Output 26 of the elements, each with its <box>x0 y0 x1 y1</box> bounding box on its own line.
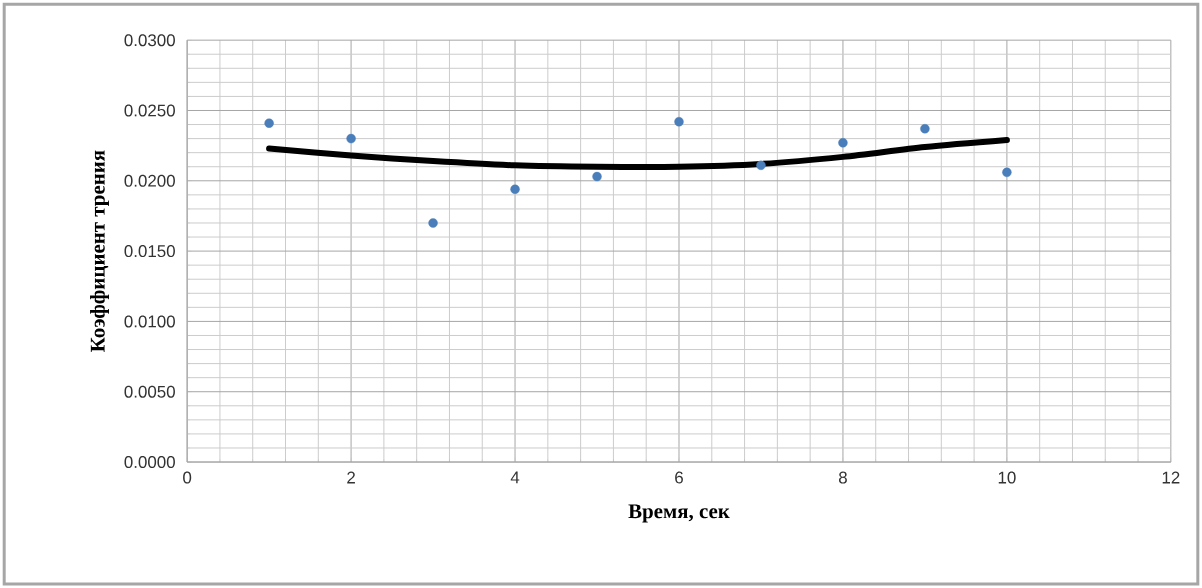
point <box>264 118 274 128</box>
point <box>346 133 356 144</box>
y-tick-label: 0.0050 <box>124 385 175 398</box>
y-tick-label: 0.0100 <box>124 315 175 328</box>
point <box>592 171 602 182</box>
point <box>756 160 766 170</box>
y-axis-title: Коэффициент трения <box>90 150 109 352</box>
point <box>1002 167 1012 177</box>
x-tick-label: 8 <box>838 471 847 484</box>
point <box>510 184 520 194</box>
point <box>838 138 848 148</box>
x-tick-label: 4 <box>510 471 520 484</box>
point <box>920 123 930 134</box>
y-tick-label: 0.0300 <box>124 34 175 47</box>
x-tick-label: 0 <box>183 471 192 484</box>
x-tick-label: 2 <box>347 471 355 484</box>
y-tick-label: 0.0150 <box>124 245 175 258</box>
x-tick-label: 12 <box>1162 471 1180 484</box>
y-tick-label: 0.0250 <box>124 104 175 117</box>
x-tick-label: 10 <box>998 471 1016 484</box>
point <box>674 116 684 127</box>
point <box>428 218 438 228</box>
y-tick-label: 0.0200 <box>124 174 175 187</box>
x-axis-title: Время, сек <box>628 504 730 523</box>
y-tick-label: 0.0000 <box>124 455 175 468</box>
x-tick-label: 6 <box>675 471 683 484</box>
